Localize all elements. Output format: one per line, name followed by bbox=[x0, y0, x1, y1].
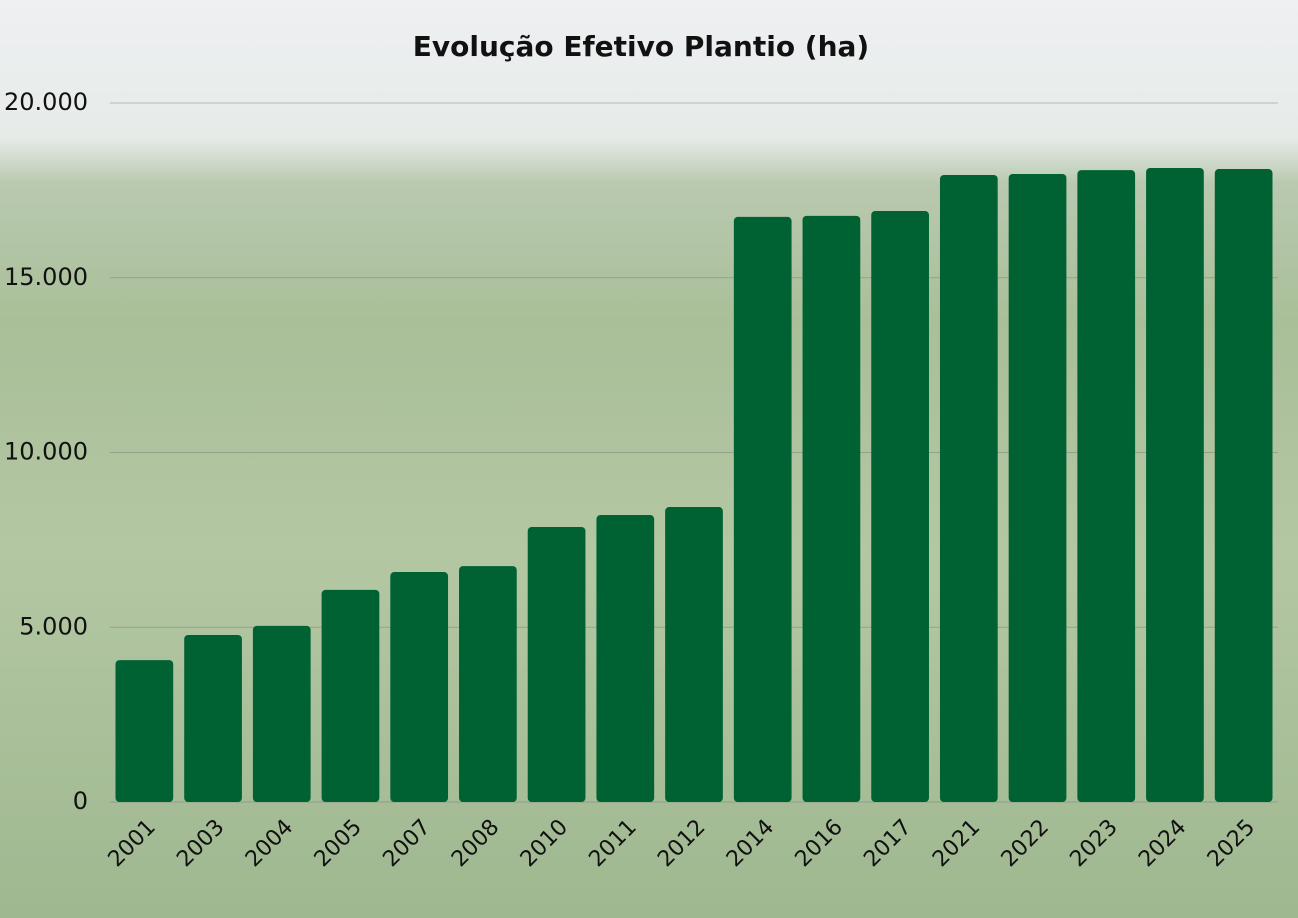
x-tick-label: 2011 bbox=[585, 815, 642, 872]
x-tick-label: 2024 bbox=[1134, 815, 1191, 872]
bar bbox=[527, 526, 586, 802]
chart-title: Evolução Efetivo Plantio (ha) bbox=[413, 30, 869, 63]
x-tick-label: 2007 bbox=[378, 815, 435, 872]
x-tick-label: 2012 bbox=[653, 815, 710, 872]
x-tick-label: 2005 bbox=[310, 815, 367, 872]
x-tick-label: 2017 bbox=[859, 815, 916, 872]
y-tick-label: 15.000 bbox=[4, 263, 88, 291]
bar bbox=[871, 210, 929, 803]
x-tick-label: 2008 bbox=[447, 815, 504, 872]
bar bbox=[596, 515, 655, 802]
bar bbox=[802, 215, 861, 803]
x-tick-label: 2001 bbox=[104, 815, 161, 872]
x-tick-label: 2023 bbox=[1065, 815, 1122, 872]
y-tick-label: 5.000 bbox=[19, 612, 88, 640]
bar bbox=[665, 507, 723, 802]
bar bbox=[1008, 173, 1067, 803]
bar bbox=[1077, 170, 1136, 802]
bar bbox=[390, 572, 449, 802]
x-tick-label: 2025 bbox=[1203, 815, 1260, 872]
bar bbox=[1146, 168, 1204, 802]
bar bbox=[252, 625, 311, 802]
bar bbox=[321, 589, 380, 802]
x-tick-label: 2003 bbox=[172, 815, 229, 872]
x-tick-label: 2004 bbox=[241, 815, 298, 872]
y-tick-label: 20.000 bbox=[4, 88, 88, 116]
y-tick-label: 0 bbox=[73, 787, 88, 815]
bar bbox=[459, 566, 517, 802]
bar bbox=[184, 634, 242, 802]
bar bbox=[939, 174, 998, 802]
bar bbox=[115, 660, 174, 802]
bar bbox=[733, 216, 792, 802]
x-tick-label: 2022 bbox=[997, 815, 1054, 872]
x-tick-label: 2014 bbox=[722, 815, 779, 872]
x-tick-label: 2010 bbox=[516, 815, 573, 872]
x-tick-label: 2021 bbox=[928, 815, 985, 872]
bar bbox=[1214, 169, 1273, 803]
y-tick-label: 10.000 bbox=[4, 438, 88, 466]
x-tick-label: 2016 bbox=[791, 815, 848, 872]
